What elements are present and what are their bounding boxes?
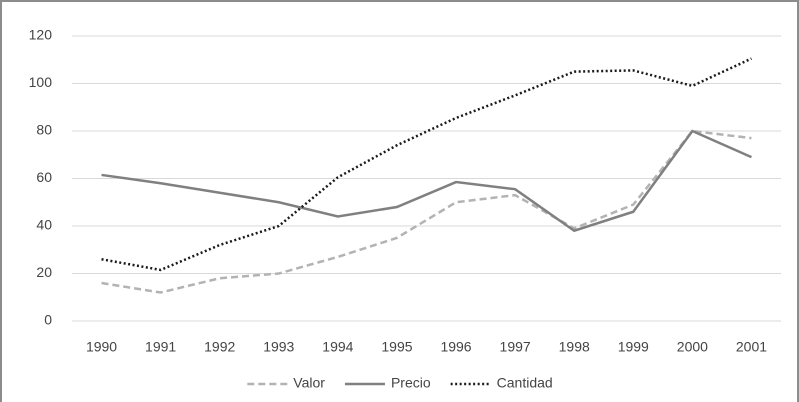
x-tick-label: 2001	[736, 339, 767, 355]
y-tick-label: 60	[36, 169, 52, 185]
x-tick-label: 1991	[145, 339, 176, 355]
series-line	[101, 129, 752, 233]
series-line	[101, 129, 752, 294]
x-tick-label: 1990	[86, 339, 117, 355]
x-tick-label: 1994	[322, 339, 353, 355]
x-tick-label: 1993	[263, 339, 294, 355]
x-tick-label: 1992	[204, 339, 235, 355]
x-tick-label: 1996	[440, 339, 471, 355]
y-tick-label: 100	[29, 74, 53, 90]
legend-label: Precio	[391, 375, 431, 391]
y-tick-label: 20	[36, 264, 52, 280]
x-tick-label: 1997	[500, 339, 531, 355]
legend-label: Valor	[293, 375, 325, 391]
y-tick-label: 80	[36, 122, 52, 138]
x-tick-label: 1999	[618, 339, 649, 355]
y-tick-label: 120	[29, 27, 53, 43]
y-tick-label: 40	[36, 217, 52, 233]
legend-label: Cantidad	[497, 375, 553, 391]
y-tick-label: 0	[44, 312, 52, 328]
x-tick-label: 2000	[677, 339, 708, 355]
x-tick-label: 1995	[381, 339, 412, 355]
x-tick-label: 1998	[559, 339, 590, 355]
series-line	[101, 57, 752, 272]
